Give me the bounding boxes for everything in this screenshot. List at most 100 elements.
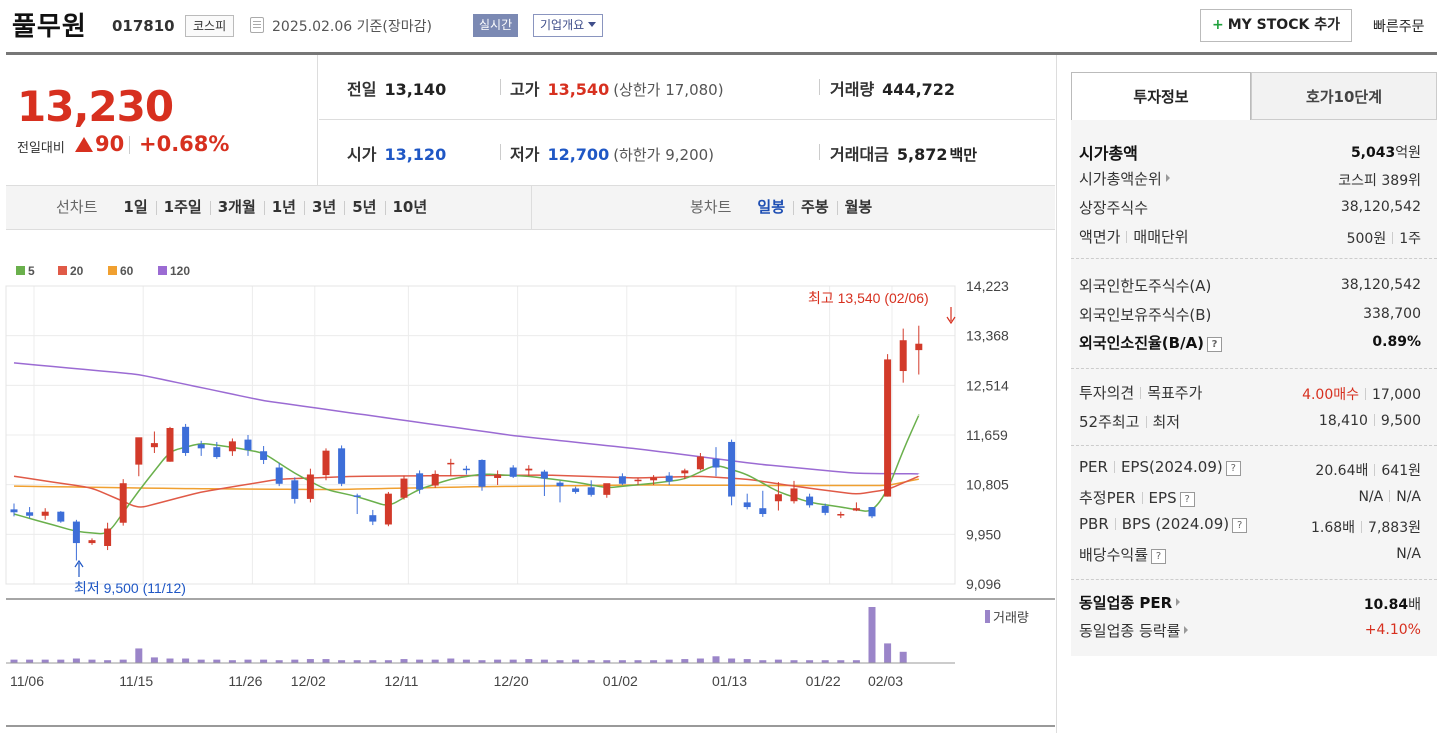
line-chart-periods: 선차트 1일 1주일 3개월 1년 3년 5년 10년	[56, 186, 435, 229]
help-icon[interactable]: ?	[1225, 461, 1241, 476]
period-3m[interactable]: 3개월	[209, 186, 264, 229]
candle-body	[10, 509, 18, 513]
divider	[1145, 416, 1147, 428]
volume-bar	[166, 658, 174, 663]
period-5y[interactable]: 5년	[344, 186, 384, 229]
help-icon[interactable]: ?	[1151, 549, 1167, 564]
help-icon[interactable]: ?	[1179, 492, 1195, 507]
sector-per-row[interactable]: 동일업종 PER 10.84배	[1079, 594, 1421, 613]
divider	[1071, 258, 1437, 259]
x-tick-label: 01/02	[603, 673, 638, 689]
candle-body	[26, 512, 34, 516]
candle-body	[572, 488, 580, 492]
period-3y[interactable]: 3년	[304, 186, 344, 229]
trade-amount: 거래대금 5,872 백만	[830, 145, 978, 164]
candle-body	[837, 514, 845, 516]
volume-bar	[743, 659, 751, 663]
info-tabs: 투자정보 호가10단계	[1071, 72, 1437, 120]
candle-body	[260, 451, 268, 460]
help-icon[interactable]: ?	[1207, 337, 1223, 352]
divider	[1071, 445, 1437, 446]
investment-info-panel: 투자정보 호가10단계 시가총액 5,043억원 시가총액순위 코스피 389위…	[1056, 55, 1437, 733]
candle-body	[821, 505, 829, 513]
candle-body	[182, 426, 190, 453]
volume-bar	[416, 659, 424, 663]
candle-body	[150, 443, 158, 448]
up-triangle-icon	[75, 137, 93, 152]
calendar-icon	[250, 17, 264, 33]
candle-body	[634, 479, 642, 482]
divider	[1361, 521, 1363, 533]
period-selector: 선차트 1일 1주일 3개월 1년 3년 5년 10년 봉차트 일봉 주봉 월봉	[6, 185, 1055, 230]
volume-bar	[884, 643, 892, 663]
market-cap-rank-row[interactable]: 시가총액순위 코스피 389위	[1079, 170, 1421, 189]
tab-investment-info[interactable]: 투자정보	[1071, 72, 1251, 120]
change-value: 90	[95, 132, 125, 156]
candle-body	[431, 473, 439, 486]
candle-daily[interactable]: 일봉	[757, 198, 786, 216]
volume-bar	[494, 659, 502, 663]
volume-bar	[135, 648, 143, 663]
line-chart-label: 선차트	[56, 198, 98, 216]
volume-bar	[774, 659, 782, 663]
volume-bar	[10, 659, 18, 663]
period-10y[interactable]: 10년	[384, 186, 436, 229]
stock-header: 풀무원 017810 코스피 2025.02.06 기준(장마감) 실시간 기업…	[0, 0, 1437, 52]
divider	[1114, 518, 1116, 530]
divider	[129, 136, 130, 154]
candle-body	[228, 441, 236, 452]
volume-bar	[244, 659, 252, 663]
y-tick-label: 12,514	[966, 377, 1009, 393]
divider	[1374, 464, 1376, 476]
my-stock-add-button[interactable]: + MY STOCK 추가	[1200, 9, 1352, 42]
candle-body	[790, 488, 798, 502]
realtime-button[interactable]: 실시간	[473, 14, 519, 37]
low-price: 저가 12,700 (하한가 9,200)	[510, 145, 715, 164]
volume-bar	[291, 659, 299, 663]
market-badge: 코스피	[185, 15, 235, 37]
company-overview-dropdown[interactable]: 기업개요	[533, 14, 604, 37]
divider	[6, 52, 1437, 55]
volume-legend-label: 거래량	[993, 610, 1029, 625]
volume-bar	[41, 659, 49, 663]
prev-close: 전일 13,140	[347, 80, 447, 99]
pbr-row: PBR BPS (2024.09)? 1.68배 7,883원	[1079, 515, 1421, 536]
period-1d[interactable]: 1일	[123, 198, 148, 216]
volume-bar	[603, 660, 611, 663]
plus-icon: +	[1212, 17, 1224, 33]
volume-bar	[213, 659, 221, 663]
price-chart[interactable]: 14,223 13,368 12,514 11,659 10,805 9,950 9,096…	[0, 245, 1055, 733]
volume-bar	[821, 660, 829, 663]
volume-bar	[384, 660, 392, 663]
y-tick-label: 10,805	[966, 477, 1009, 493]
candle-weekly[interactable]: 주봉	[793, 186, 837, 229]
x-tick-label: 11/26	[228, 673, 262, 689]
candle-body	[759, 508, 767, 515]
listed-shares-row: 상장주식수 38,120,542	[1079, 199, 1421, 217]
divider	[500, 79, 501, 95]
quote-summary: 전일 13,140 고가 13,540 (상한가 17,080) 거래량 444,722…	[319, 55, 1055, 185]
y-tick-label: 9,096	[966, 576, 1001, 592]
volume-bar	[431, 659, 439, 663]
sector-rate-row[interactable]: 동일업종 등락률 +4.10%	[1079, 622, 1421, 640]
volume-bar	[478, 660, 486, 663]
help-icon[interactable]: ?	[1232, 518, 1248, 533]
quick-order-link[interactable]: 빠른주문	[1373, 19, 1425, 35]
candle-body	[806, 496, 814, 506]
candle-body	[353, 495, 361, 497]
period-1y[interactable]: 1년	[263, 186, 304, 229]
divider	[1365, 388, 1366, 400]
volume-bar	[462, 659, 470, 663]
foreign-ratio-row: 외국인소진율(B/A)? 0.89%	[1079, 334, 1421, 352]
tab-order-book[interactable]: 호가10단계	[1251, 72, 1437, 120]
volume-bar	[618, 660, 626, 663]
high-price: 고가 13,540 (상한가 17,080)	[510, 80, 724, 99]
period-1w[interactable]: 1주일	[155, 186, 210, 229]
candle-body	[119, 483, 127, 523]
volume-bar	[182, 658, 190, 663]
chevron-down-icon	[588, 22, 597, 27]
candle-body	[728, 441, 736, 497]
volume-bar	[681, 659, 689, 663]
volume-bar	[852, 660, 860, 663]
candle-monthly[interactable]: 월봉	[836, 186, 881, 229]
